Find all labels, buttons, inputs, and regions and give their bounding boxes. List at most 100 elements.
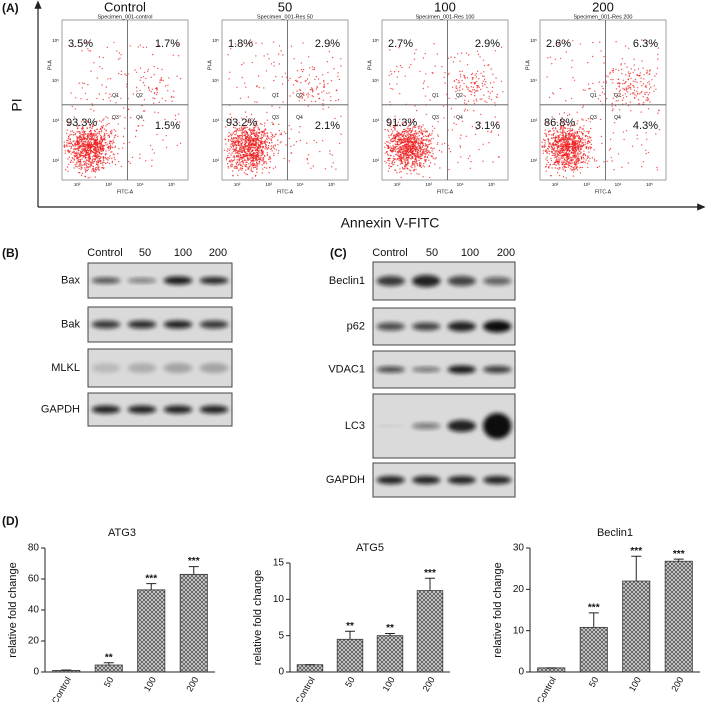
dot bbox=[410, 138, 411, 139]
dot bbox=[573, 146, 574, 147]
dot bbox=[82, 87, 83, 88]
dot bbox=[472, 73, 473, 74]
dot bbox=[247, 133, 248, 134]
dot bbox=[408, 148, 409, 149]
bar bbox=[337, 639, 363, 672]
dot bbox=[148, 87, 149, 88]
dot bbox=[265, 133, 266, 134]
dot bbox=[409, 169, 410, 170]
dot bbox=[83, 141, 84, 142]
dot bbox=[151, 165, 152, 166]
dot bbox=[262, 161, 263, 162]
dot bbox=[68, 143, 69, 144]
dot bbox=[102, 148, 103, 149]
dot bbox=[391, 166, 392, 167]
dot bbox=[425, 135, 426, 136]
dot bbox=[390, 155, 391, 156]
dot bbox=[267, 135, 268, 136]
dot bbox=[404, 158, 405, 159]
dot bbox=[101, 136, 102, 137]
dot bbox=[109, 141, 110, 142]
dot bbox=[88, 140, 89, 141]
dot bbox=[165, 100, 166, 101]
dot bbox=[435, 157, 436, 158]
dot bbox=[622, 58, 623, 59]
dot bbox=[97, 78, 98, 79]
dot bbox=[265, 129, 266, 130]
dot bbox=[590, 137, 591, 138]
dot bbox=[586, 131, 587, 132]
dot bbox=[82, 131, 83, 132]
dot bbox=[633, 92, 634, 93]
dot bbox=[308, 154, 309, 155]
dot bbox=[501, 81, 502, 82]
dot bbox=[628, 78, 629, 79]
dot bbox=[293, 92, 294, 93]
dot bbox=[93, 163, 94, 164]
dot bbox=[633, 85, 634, 86]
dot bbox=[415, 135, 416, 136]
dot bbox=[567, 135, 568, 136]
dot bbox=[73, 151, 74, 152]
dot bbox=[568, 154, 569, 155]
quadrant-name: Q2 bbox=[456, 93, 463, 99]
dot bbox=[416, 146, 417, 147]
dot bbox=[583, 128, 584, 129]
dot bbox=[450, 151, 451, 152]
dot bbox=[421, 143, 422, 144]
dot bbox=[551, 167, 552, 168]
dot bbox=[130, 45, 131, 46]
dot bbox=[111, 131, 112, 132]
dot bbox=[495, 116, 496, 117]
dot bbox=[389, 137, 390, 138]
dot bbox=[569, 134, 570, 135]
dot bbox=[454, 57, 455, 58]
quadrant-name: Q4 bbox=[136, 115, 143, 121]
dot bbox=[424, 139, 425, 140]
dot bbox=[626, 90, 627, 91]
significance: ** bbox=[386, 623, 394, 634]
dot bbox=[105, 157, 106, 158]
dot bbox=[634, 64, 635, 65]
dot bbox=[246, 162, 247, 163]
dot bbox=[640, 92, 641, 93]
y-axis-title: relative fold change bbox=[252, 570, 264, 665]
dot bbox=[236, 131, 237, 132]
dot bbox=[425, 95, 426, 96]
dot bbox=[580, 172, 581, 173]
dot bbox=[439, 150, 440, 151]
dot bbox=[104, 133, 105, 134]
dot bbox=[562, 154, 563, 155]
dot bbox=[238, 136, 239, 137]
dot bbox=[299, 126, 300, 127]
dot bbox=[84, 146, 85, 147]
dot bbox=[291, 46, 292, 47]
dot bbox=[124, 128, 125, 129]
dot bbox=[396, 154, 397, 155]
dot bbox=[399, 146, 400, 147]
dot bbox=[234, 159, 235, 160]
dot bbox=[630, 84, 631, 85]
dot bbox=[269, 157, 270, 158]
dot bbox=[132, 157, 133, 158]
dot bbox=[571, 98, 572, 99]
dot bbox=[568, 144, 569, 145]
dot bbox=[151, 160, 152, 161]
dot bbox=[313, 165, 314, 166]
dot bbox=[407, 146, 408, 147]
dot bbox=[476, 73, 477, 74]
dot bbox=[271, 63, 272, 64]
dot bbox=[410, 166, 411, 167]
dot bbox=[565, 160, 566, 161]
x-tick-label: 50 bbox=[343, 675, 357, 689]
dot bbox=[328, 92, 329, 93]
dot bbox=[250, 152, 251, 153]
dot bbox=[429, 139, 430, 140]
dot bbox=[259, 141, 260, 142]
dot bbox=[488, 91, 489, 92]
dot bbox=[227, 54, 228, 55]
dot bbox=[482, 76, 483, 77]
dot bbox=[109, 94, 110, 95]
dot bbox=[242, 161, 243, 162]
dot bbox=[89, 135, 90, 136]
